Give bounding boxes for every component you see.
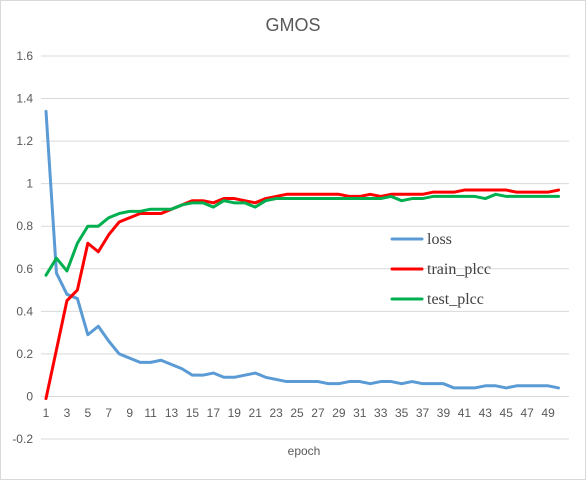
y-tick-label: 1.6 bbox=[16, 49, 33, 63]
series-line-loss bbox=[44, 109, 561, 390]
x-tick-label: 35 bbox=[395, 406, 409, 420]
x-tick-label: 27 bbox=[311, 406, 325, 420]
x-tick-label: 21 bbox=[249, 406, 263, 420]
y-tick-label: 0.4 bbox=[16, 304, 33, 318]
x-tick-label: 23 bbox=[269, 406, 283, 420]
x-tick-label: 11 bbox=[144, 406, 157, 420]
x-tick-label: 39 bbox=[437, 406, 451, 420]
y-tick-label: 0 bbox=[26, 389, 33, 403]
series-line-train-plcc bbox=[44, 188, 561, 401]
grid-lines bbox=[41, 55, 569, 440]
chart-title: GMOS bbox=[265, 15, 320, 35]
x-tick-label: 7 bbox=[105, 406, 112, 420]
y-tick-label: 1.2 bbox=[16, 134, 33, 148]
x-axis-title: epoch bbox=[288, 444, 321, 458]
x-tick-label: 9 bbox=[126, 406, 133, 420]
x-tick-label: 37 bbox=[416, 406, 430, 420]
x-tick-label: 17 bbox=[207, 406, 221, 420]
legend-label-loss: loss bbox=[427, 231, 452, 248]
x-tick-label: 5 bbox=[84, 406, 91, 420]
legend: loss train_plcc test_plcc bbox=[390, 231, 491, 308]
y-tick-label: 0.6 bbox=[16, 262, 33, 276]
series-line-test-plcc bbox=[44, 192, 561, 277]
y-tick-label: 1.4 bbox=[16, 92, 33, 106]
x-tick-label: 3 bbox=[64, 406, 71, 420]
x-tick-label: 19 bbox=[228, 406, 242, 420]
x-axis-ticks: 1 3 5 7 9 11 13 15 17 19 21 23 25 27 29 31 33 35 37 39 41 43 4… bbox=[43, 406, 555, 420]
x-tick-label: 29 bbox=[332, 406, 346, 420]
x-tick-label: 49 bbox=[541, 406, 555, 420]
y-tick-label: 0.2 bbox=[16, 347, 33, 361]
y-axis-ticks: -0.2 0 0.2 0.4 0.6 0.8 1 1.2 1.4 1.6 bbox=[12, 49, 33, 446]
x-tick-label: 47 bbox=[520, 406, 534, 420]
x-tick-label: 13 bbox=[165, 406, 179, 420]
x-tick-label: 45 bbox=[500, 406, 514, 420]
x-tick-label: 25 bbox=[290, 406, 304, 420]
y-tick-label: 1 bbox=[26, 177, 33, 191]
y-tick-label: -0.2 bbox=[12, 432, 33, 446]
x-tick-label: 31 bbox=[353, 406, 367, 420]
legend-label-train-plcc: train_plcc bbox=[427, 261, 491, 278]
x-tick-label: 43 bbox=[479, 406, 493, 420]
series-lines bbox=[44, 109, 561, 401]
legend-label-test-plcc: test_plcc bbox=[427, 291, 484, 308]
x-tick-label: 41 bbox=[458, 406, 472, 420]
x-tick-label: 15 bbox=[186, 406, 200, 420]
y-tick-label: 0.8 bbox=[16, 219, 33, 233]
x-tick-label: 1 bbox=[43, 406, 50, 420]
x-tick-label: 33 bbox=[374, 406, 388, 420]
